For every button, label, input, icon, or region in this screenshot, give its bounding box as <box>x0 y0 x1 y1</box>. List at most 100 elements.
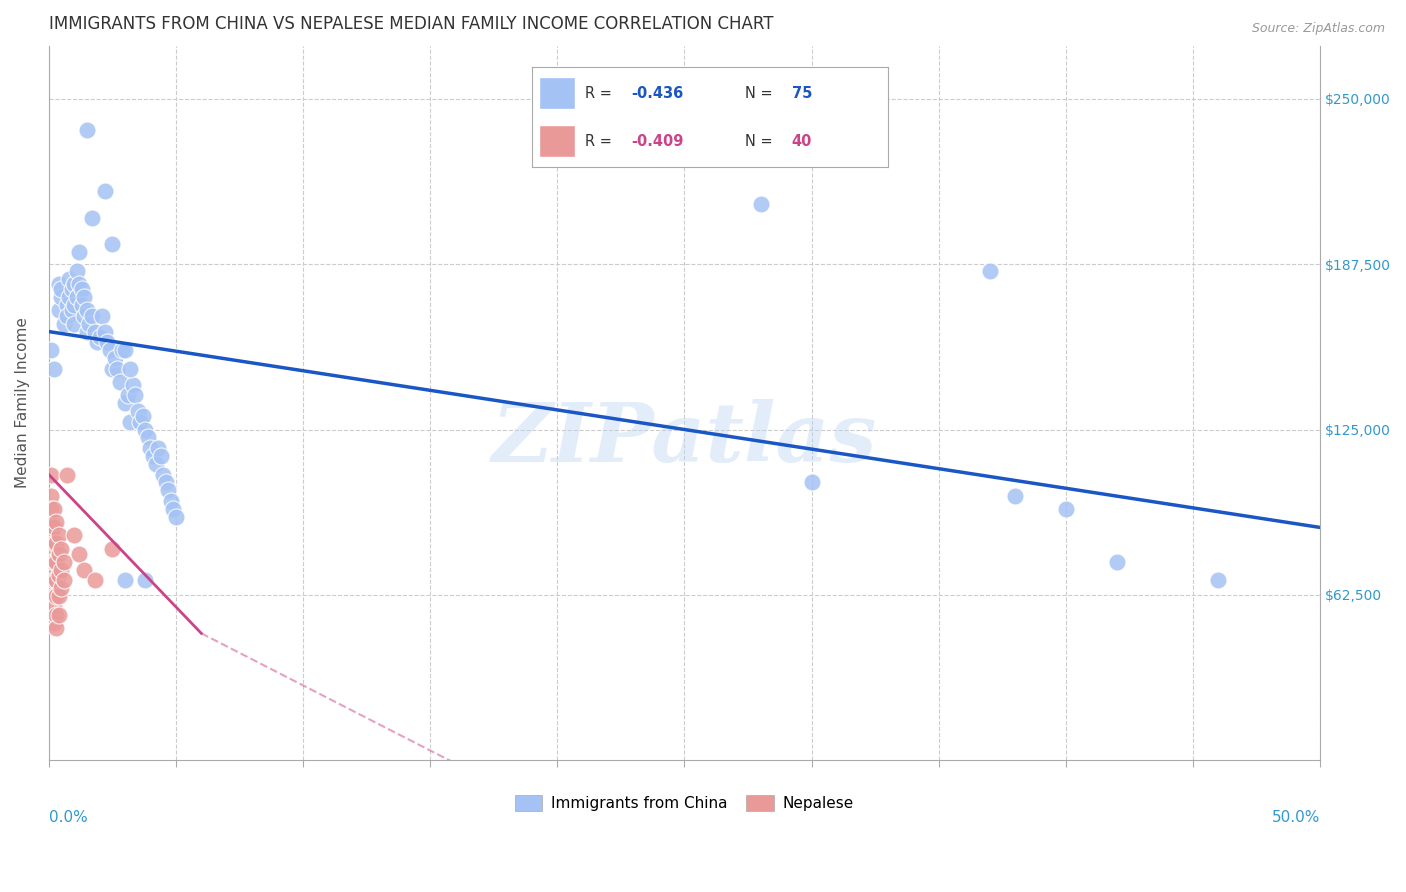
Point <box>45 621 67 635</box>
Point <box>45 515 67 529</box>
Point <box>80 309 103 323</box>
Point <box>55 309 77 323</box>
Point <box>104 351 127 365</box>
Point <box>979 263 1001 277</box>
Point <box>42 520 65 534</box>
Point <box>1105 555 1128 569</box>
Point <box>51 282 73 296</box>
Point <box>39 343 62 357</box>
Point <box>66 290 89 304</box>
Point <box>39 568 62 582</box>
Point <box>51 290 73 304</box>
Point <box>165 509 187 524</box>
Point <box>42 502 65 516</box>
Point <box>111 343 134 357</box>
Point <box>39 528 62 542</box>
Point <box>45 589 67 603</box>
Point <box>145 457 167 471</box>
Point <box>108 375 131 389</box>
Point <box>73 309 96 323</box>
Text: IMMIGRANTS FROM CHINA VS NEPALESE MEDIAN FAMILY INCOME CORRELATION CHART: IMMIGRANTS FROM CHINA VS NEPALESE MEDIAN… <box>49 15 773 33</box>
Point <box>114 574 136 588</box>
Point <box>39 467 62 482</box>
Point <box>48 607 70 622</box>
Point <box>89 330 111 344</box>
Point <box>42 574 65 588</box>
Point <box>73 290 96 304</box>
Point <box>142 449 165 463</box>
Point <box>86 335 108 350</box>
Point <box>76 325 98 339</box>
Point <box>1054 502 1077 516</box>
Point <box>42 599 65 614</box>
Text: Source: ZipAtlas.com: Source: ZipAtlas.com <box>1251 22 1385 36</box>
Point <box>124 388 146 402</box>
Point <box>39 555 62 569</box>
Point <box>45 555 67 569</box>
Point <box>155 475 177 490</box>
Legend: Immigrants from China, Nepalese: Immigrants from China, Nepalese <box>509 789 860 817</box>
Point <box>55 298 77 312</box>
Point <box>98 343 121 357</box>
Point <box>107 361 129 376</box>
Point <box>134 423 156 437</box>
Point <box>48 303 70 318</box>
Point <box>139 441 162 455</box>
Point <box>146 441 169 455</box>
Point <box>120 361 142 376</box>
Point <box>58 290 80 304</box>
Point <box>39 489 62 503</box>
Point <box>45 607 67 622</box>
Point <box>114 343 136 357</box>
Point <box>51 582 73 596</box>
Point <box>96 335 118 350</box>
Point <box>48 547 70 561</box>
Point <box>152 467 174 482</box>
Y-axis label: Median Family Income: Median Family Income <box>15 318 30 489</box>
Point <box>63 277 86 291</box>
Point <box>159 494 181 508</box>
Point <box>66 263 89 277</box>
Point <box>800 475 823 490</box>
Point <box>63 317 86 331</box>
Point <box>101 361 124 376</box>
Point <box>76 303 98 318</box>
Text: 50.0%: 50.0% <box>1272 811 1320 825</box>
Text: 0.0%: 0.0% <box>49 811 87 825</box>
Point <box>42 536 65 550</box>
Point <box>53 317 76 331</box>
Point <box>70 282 93 296</box>
Point <box>60 303 83 318</box>
Point <box>749 197 772 211</box>
Point <box>93 325 115 339</box>
Point <box>76 123 98 137</box>
Point <box>91 309 114 323</box>
Point <box>51 541 73 556</box>
Point <box>129 415 152 429</box>
Point <box>101 237 124 252</box>
Point <box>58 271 80 285</box>
Point <box>63 528 86 542</box>
Point <box>157 483 180 498</box>
Point <box>101 541 124 556</box>
Point <box>67 245 90 260</box>
Point <box>80 211 103 225</box>
Point <box>39 502 62 516</box>
Point <box>132 409 155 424</box>
Point <box>134 574 156 588</box>
Point <box>42 555 65 569</box>
Point <box>39 515 62 529</box>
Point <box>70 298 93 312</box>
Point <box>39 541 62 556</box>
Point <box>114 396 136 410</box>
Point <box>79 317 101 331</box>
Point <box>67 277 90 291</box>
Point <box>42 361 65 376</box>
Point <box>45 574 67 588</box>
Point <box>162 502 184 516</box>
Point <box>73 563 96 577</box>
Point <box>67 547 90 561</box>
Point <box>39 582 62 596</box>
Point <box>60 282 83 296</box>
Point <box>127 404 149 418</box>
